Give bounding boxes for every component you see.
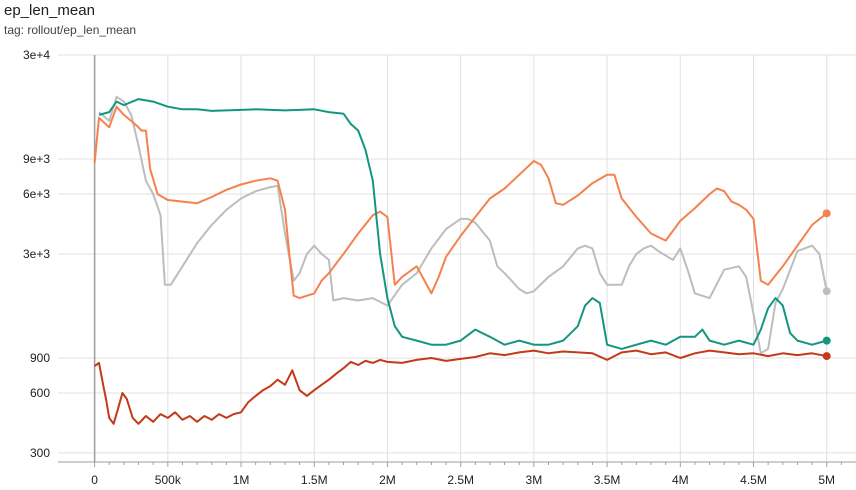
x-tick-label: 500k bbox=[155, 473, 182, 487]
grid-layer bbox=[58, 54, 856, 462]
y-tick-label: 300 bbox=[30, 446, 50, 460]
x-tick-label: 2M bbox=[379, 473, 396, 487]
x-tick-label: 2.5M bbox=[447, 473, 474, 487]
x-tick-label: 4.5M bbox=[740, 473, 767, 487]
x-tick-label: 3.5M bbox=[594, 473, 621, 487]
series-line-2[interactable] bbox=[98, 98, 827, 350]
x-tick-label: 3M bbox=[526, 473, 543, 487]
y-tick-label: 3e+4 bbox=[23, 48, 50, 62]
series-end-marker-1[interactable] bbox=[822, 209, 831, 218]
axis-layer bbox=[58, 55, 856, 467]
series-line-1[interactable] bbox=[93, 105, 828, 300]
series-layer bbox=[93, 95, 831, 425]
y-tick-label: 9e+3 bbox=[23, 152, 50, 166]
chart-subtitle: tag: rollout/ep_len_mean bbox=[4, 23, 137, 37]
y-tick-label: 900 bbox=[30, 351, 50, 365]
x-tick-label: 0 bbox=[91, 473, 98, 487]
y-tick-label: 3e+3 bbox=[23, 247, 50, 261]
y-tick-label: 600 bbox=[30, 386, 50, 400]
x-tick-label: 4M bbox=[672, 473, 689, 487]
series-line-3[interactable] bbox=[94, 349, 827, 425]
y-tick-label: 6e+3 bbox=[23, 187, 50, 201]
x-tick-label: 5M bbox=[818, 473, 835, 487]
series-end-marker-2[interactable] bbox=[822, 336, 831, 345]
x-tick-label: 1.5M bbox=[301, 473, 328, 487]
series-end-marker-3[interactable] bbox=[822, 352, 831, 361]
chart-title: ep_len_mean bbox=[4, 2, 95, 19]
tick-label-layer: 300 600 900 3e+3 6e+3 9e+3 3e+4 0 500k 1M 1.5M 2M 2.… bbox=[23, 48, 835, 487]
series-line-0[interactable] bbox=[98, 95, 828, 355]
x-tick-label: 1M bbox=[233, 473, 250, 487]
series-end-marker-0[interactable] bbox=[822, 287, 831, 296]
